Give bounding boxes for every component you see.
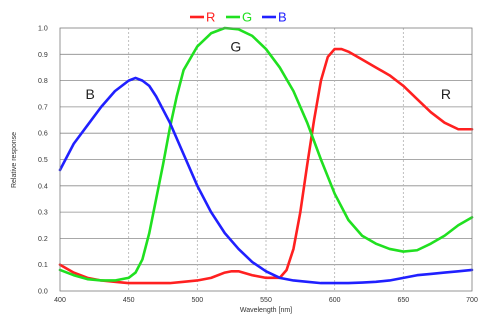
x-tick-label: 550 — [260, 297, 272, 304]
y-tick-label: 0.7 — [38, 104, 48, 111]
y-tick-label: 0.3 — [38, 210, 48, 217]
x-tick-label: 500 — [191, 297, 203, 304]
tick-labels: 0.0 0.1 0.2 0.3 0.4 0.5 0.6 0.7 0.8 0.9 1.0 400 450 5… — [38, 26, 478, 305]
y-tick-label: 0.0 — [38, 289, 48, 296]
x-tick-label: 700 — [466, 297, 478, 304]
y-tick-label: 0.8 — [38, 78, 48, 85]
x-axis-title: Wavelength [nm] — [240, 307, 292, 314]
y-tick-label: 1.0 — [38, 26, 48, 33]
x-tick-label: 650 — [397, 297, 409, 304]
y-tick-label: 0.9 — [38, 52, 48, 59]
y-tick-label: 0.6 — [38, 131, 48, 138]
legend-label-R: R — [206, 10, 215, 25]
series-line-G — [58, 26, 474, 282]
x-tick-label: 450 — [123, 297, 135, 304]
y-tick-label: 0.1 — [38, 262, 48, 269]
series-line-B — [58, 76, 474, 285]
curve-label-B: B — [86, 86, 95, 102]
y-axis-title: Relative response — [11, 132, 18, 188]
curve-label-R: R — [441, 86, 451, 102]
series-layer — [58, 26, 474, 285]
curve-label-G: G — [230, 39, 241, 55]
y-tick-label: 0.5 — [38, 157, 48, 164]
y-tick-label: 0.4 — [38, 183, 48, 190]
plot-frame — [59, 27, 473, 292]
x-tick-label: 400 — [54, 297, 66, 304]
curve-annotations: B G R — [86, 39, 451, 102]
y-tick-label: 0.2 — [38, 236, 48, 243]
legend-label-G: G — [242, 10, 252, 25]
series-line-R — [58, 47, 474, 285]
x-tick-label: 600 — [329, 297, 341, 304]
legend-label-B: B — [278, 10, 287, 25]
